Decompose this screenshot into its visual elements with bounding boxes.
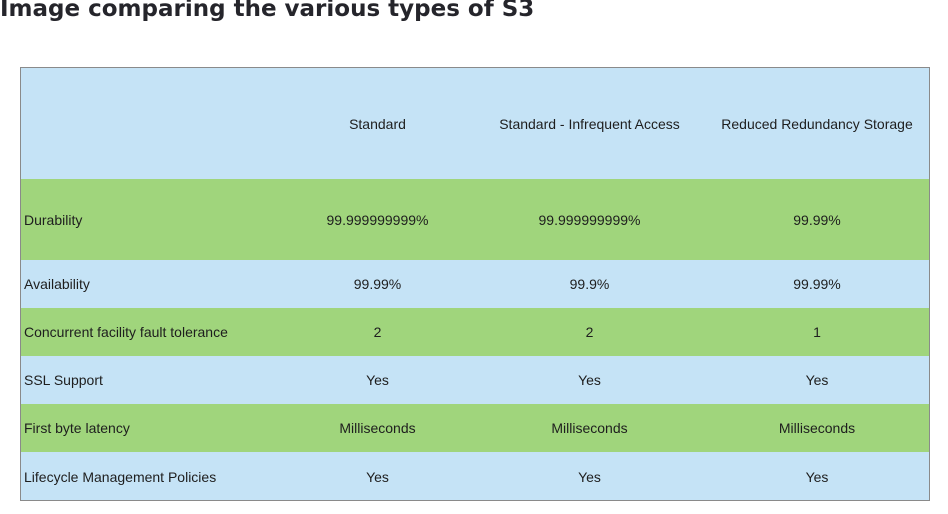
cell-value: 99.99% — [793, 276, 841, 292]
table-row-lifecycle-policies: Lifecycle Management Policies Yes Yes Ye… — [21, 452, 929, 500]
cell-value: Yes — [805, 372, 829, 388]
table-row-ssl-support: SSL Support Yes Yes Yes — [21, 356, 929, 404]
table-header-row: Standard Standard - Infrequent Access Re… — [21, 68, 929, 179]
cell-value: 2 — [585, 324, 594, 340]
cell-value: Yes — [578, 468, 601, 485]
cell-value: Milliseconds — [778, 420, 856, 436]
row-label: Concurrent facility fault tolerance — [24, 324, 228, 340]
cell-value: 99.999999999% — [326, 211, 429, 228]
row-label: First byte latency — [24, 420, 130, 436]
comparison-table: Standard Standard - Infrequent Access Re… — [21, 68, 929, 500]
cell-value: Milliseconds — [551, 420, 628, 436]
row-label: Lifecycle Management Policies — [24, 468, 217, 485]
table-row-first-byte-latency: First byte latency Milliseconds Millisec… — [21, 404, 929, 452]
header-cell-standard-ia: Standard - Infrequent Access — [499, 115, 680, 132]
cell-value: 2 — [373, 324, 382, 340]
cell-value: 1 — [813, 324, 821, 340]
cell-value: Yes — [366, 468, 389, 485]
cell-value: 99.999999999% — [538, 211, 641, 228]
cell-value: 99.9% — [569, 276, 610, 292]
page-title: Image comparing the various types of S3 — [0, 0, 535, 22]
cell-value: Milliseconds — [339, 420, 416, 436]
table-row-durability: Durability 99.999999999% 99.999999999% 9… — [21, 179, 929, 260]
table-row-fault-tolerance: Concurrent facility fault tolerance 2 2 … — [21, 308, 929, 356]
header-cell-standard: Standard — [349, 115, 406, 132]
header-cell-empty — [21, 68, 281, 179]
table-row-availability: Availability 99.99% 99.9% 99.99% — [21, 260, 929, 308]
s3-comparison-table: Standard Standard - Infrequent Access Re… — [20, 67, 930, 501]
cell-value: Yes — [805, 468, 829, 485]
header-cell-rrs: Reduced Redundancy Storage — [721, 115, 913, 132]
cell-value: 99.99% — [353, 276, 402, 292]
row-label: Availability — [24, 276, 90, 292]
row-label: Durability — [24, 211, 83, 228]
row-label: SSL Support — [24, 372, 103, 388]
cell-value: 99.99% — [793, 211, 841, 228]
cell-value: Yes — [578, 372, 601, 388]
cell-value: Yes — [366, 372, 389, 388]
